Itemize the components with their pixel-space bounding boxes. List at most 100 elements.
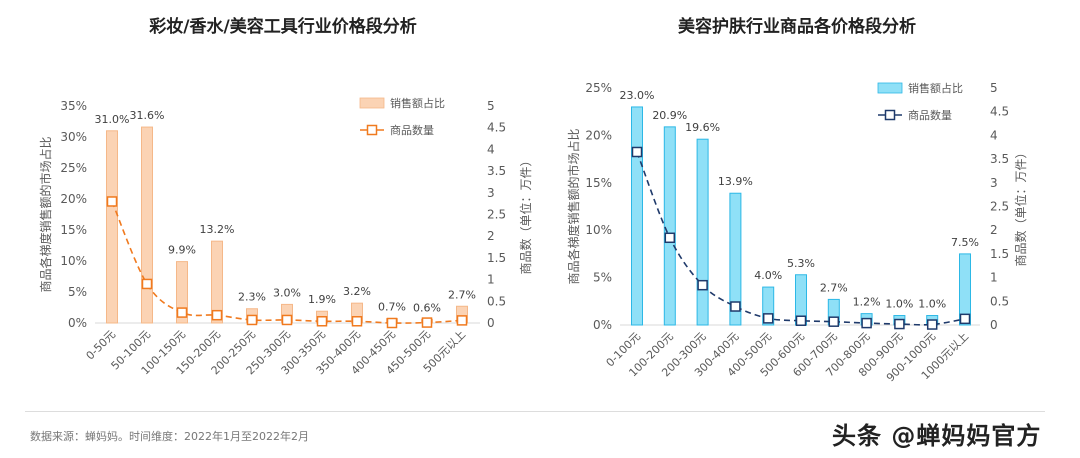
chart1-y2-axis-title: 商品数（单位：万件） (518, 154, 533, 274)
chart1-bar-data-label: 31.0% (95, 113, 130, 126)
chart1-y2-tick-label: 3.5 (487, 164, 506, 178)
chart2-line-marker (730, 301, 741, 312)
chart2-line-marker (828, 316, 840, 327)
chart1-legend-bar-swatch (359, 97, 385, 109)
chart2-line-marker (894, 318, 905, 330)
chart2-line-marker (959, 313, 971, 325)
chart1-y2-tick-label: 1 (487, 273, 495, 287)
chart2-y-tick-label: 20% (585, 128, 612, 142)
chart1-bar-data-label: 3.0% (273, 286, 301, 299)
chart1-y2-tick-label: 5 (487, 99, 495, 113)
chart1-line-marker (176, 307, 188, 318)
chart1-line-marker (211, 309, 223, 321)
chart1-bar-data-label: 31.6% (130, 109, 165, 122)
chart1-line-marker (351, 316, 363, 327)
chart2-bar-data-label: 1.2% (853, 296, 881, 309)
chart1-line-marker (421, 317, 433, 328)
chart2-y2-tick-label: 4 (990, 128, 998, 142)
chart2-bar-data-label: 19.6% (685, 121, 720, 134)
chart2-bar-data-label: 13.9% (718, 175, 753, 188)
chart2-bar-data-label: 20.9% (652, 109, 687, 122)
chart2-y2-tick-label: 2.5 (990, 200, 1009, 214)
chart1-y-tick-label: 10% (60, 254, 87, 268)
chart1-y2-tick-label: 0 (487, 316, 495, 330)
chart2-y2-tick-label: 3 (990, 176, 998, 190)
chart2-bar (959, 253, 971, 326)
chart2-y2-tick-label: 3.5 (990, 152, 1009, 166)
chart2-bar-data-label: 4.0% (754, 269, 782, 282)
chart1-bar-data-label: 3.2% (343, 285, 371, 298)
chart2-legend-bar-swatch (877, 82, 903, 94)
chart1-y-tick-label: 35% (60, 99, 87, 113)
chart1-bar-data-label: 0.7% (378, 301, 406, 314)
chart1-y-tick-label: 0% (68, 316, 87, 330)
chart2-bar-data-label: 2.7% (820, 281, 848, 294)
chart2-bar (631, 106, 643, 326)
chart2-y-tick-label: 0% (593, 318, 612, 332)
chart1-legend-line-label: 商品数量 (390, 123, 434, 137)
chart1-bar-data-label: 13.2% (200, 223, 235, 236)
chart1-y2-tick-label: 2 (487, 229, 495, 243)
chart1-bar-data-label: 0.6% (413, 301, 441, 314)
chart2-y2-axis-title: 商品数（单位：万件） (1013, 146, 1028, 266)
chart2-y2-tick-label: 1.5 (990, 247, 1009, 261)
chart1-bar-data-label: 2.3% (238, 291, 266, 304)
chart1-y2-tick-label: 4.5 (487, 121, 506, 135)
chart1-bar (176, 261, 188, 324)
chart2-y2-tick-label: 0 (990, 318, 998, 332)
chart1-bar (211, 240, 223, 324)
data-source: 数据来源：蝉妈妈。时间维度：2022年1月至2022年2月 (30, 430, 309, 443)
chart2-line-marker (762, 313, 774, 324)
chart2-line-marker (861, 317, 872, 329)
chart2-legend-bar-label: 销售额占比 (908, 81, 963, 95)
chart1-y-tick-label: 15% (60, 223, 87, 237)
chart2-y-axis-title: 商品各梯度销售额的市场占比 (566, 128, 581, 284)
chart1-y-axis-title: 商品各梯度销售额的市场占比 (38, 136, 53, 292)
chart2-bar (663, 126, 676, 326)
chart2-y2-tick-label: 0.5 (990, 294, 1009, 308)
chart1-bar (141, 126, 153, 324)
chart1-y2-tick-label: 0.5 (487, 294, 506, 308)
chart1-line-marker (386, 317, 398, 329)
chart2-bar-data-label: 7.5% (951, 236, 979, 249)
chart1-line-marker (106, 196, 118, 207)
chart1-bar-data-label: 2.7% (448, 288, 476, 301)
chart1-y2-tick-label: 3 (487, 186, 495, 200)
chart2-y-tick-label: 15% (585, 176, 612, 190)
chart1-line-marker (141, 278, 153, 290)
chart2-bar-data-label: 1.0% (918, 298, 946, 311)
chart1-bar-data-label: 9.9% (168, 244, 196, 257)
chart1-line-marker (456, 315, 468, 326)
chart1-y-tick-label: 5% (68, 285, 87, 299)
chart1-y-tick-label: 25% (60, 161, 87, 175)
chart2-y2-tick-label: 2 (990, 223, 998, 237)
chart1-bar-data-label: 1.9% (308, 293, 336, 306)
chart2-line-marker (664, 232, 676, 244)
chart1-y-tick-label: 20% (60, 192, 87, 206)
chart2-y2-tick-label: 4.5 (990, 105, 1009, 119)
chart2-bar-data-label: 23.0% (620, 89, 655, 102)
chart2-line-marker (697, 279, 708, 291)
chart2-y-tick-label: 5% (593, 271, 612, 285)
right-chart-title: 美容护肤行业商品各价格段分析 (678, 17, 916, 37)
chart2-line-marker (926, 319, 938, 330)
chart1-bar (106, 130, 118, 324)
chart1-y2-tick-label: 2.5 (487, 208, 506, 222)
chart2-bar-data-label: 1.0% (885, 298, 913, 311)
chart2-bar (696, 138, 709, 326)
chart1-legend-bar-label: 销售额占比 (390, 96, 445, 110)
chart2-y-tick-label: 10% (585, 223, 612, 237)
chart1-y2-tick-label: 4 (487, 142, 495, 156)
footer-divider (25, 411, 1045, 412)
chart1-line-marker (246, 314, 258, 326)
chart1-y2-tick-label: 1.5 (487, 251, 506, 265)
chart2-y-tick-label: 25% (585, 81, 612, 95)
chart2-line-marker (631, 146, 643, 158)
chart1-x-tick-label: 0-50元 (83, 328, 118, 363)
chart2-legend-line-label: 商品数量 (908, 108, 952, 122)
chart2-line-series (636, 151, 966, 326)
chart1-y-tick-label: 30% (60, 130, 87, 144)
chart2-bar (762, 286, 775, 326)
chart2-bar (729, 192, 742, 326)
